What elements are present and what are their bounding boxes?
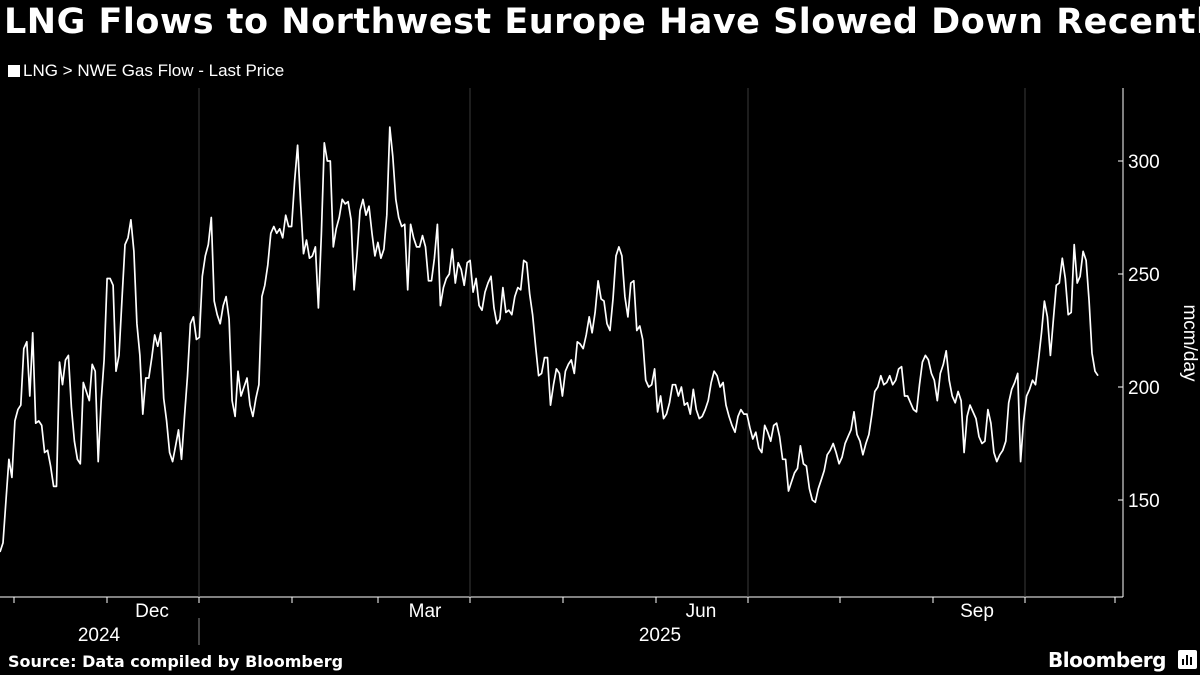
x-year-label: 2024	[78, 625, 121, 646]
legend-swatch	[8, 65, 20, 77]
y-axis-label: mcm/day	[1179, 304, 1200, 382]
y-tick-label: 300	[1128, 152, 1160, 173]
y-tick-label: 200	[1128, 378, 1160, 399]
x-tick-label: Dec	[135, 601, 169, 622]
x-year-label: 2025	[639, 625, 681, 646]
y-tick-label: 250	[1128, 265, 1160, 286]
series-line-lng-nwe-gas-flow	[0, 126, 1099, 553]
x-tick-label: Sep	[960, 601, 994, 622]
bloomberg-terminal-icon	[1178, 650, 1197, 669]
brand-logo-text: Bloomberg	[1048, 648, 1166, 672]
y-tick-label: 150	[1128, 491, 1160, 512]
legend: LNG > NWE Gas Flow - Last Price	[8, 61, 284, 81]
legend-label: LNG > NWE Gas Flow - Last Price	[23, 61, 285, 80]
source-note: Source: Data compiled by Bloomberg	[8, 652, 344, 671]
x-tick-label: Jun	[686, 601, 717, 622]
x-tick-label: Mar	[409, 601, 442, 622]
chart-ticks: 150 200 250 300 mcm/day Dec Mar Jun Sep 2024 2025	[13, 152, 1200, 646]
chart-axes	[0, 88, 1124, 598]
chart-series	[0, 126, 1099, 553]
chart-title: LNG Flows to Northwest Europe Have Slowe…	[4, 2, 1200, 42]
